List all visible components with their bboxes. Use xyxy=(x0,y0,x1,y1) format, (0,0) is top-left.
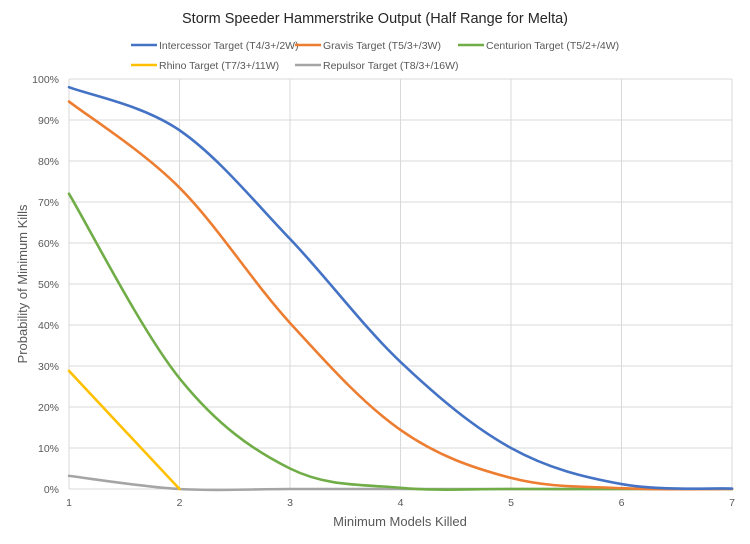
y-tick-label: 100% xyxy=(32,74,59,86)
x-tick-label: 6 xyxy=(619,497,625,509)
series-lines xyxy=(67,85,734,492)
series-line-gravis xyxy=(67,100,734,491)
x-axis-ticks: 1 2 3 4 5 6 7 xyxy=(66,497,735,509)
y-tick-label: 40% xyxy=(38,320,59,332)
y-axis-ticks: 0% 10% 20% 30% 40% 50% 60% 70% 80% 90% 100% xyxy=(32,74,59,496)
y-axis-title: Probability of Minimum Kills xyxy=(15,204,30,363)
y-tick-label: 80% xyxy=(38,156,59,168)
y-tick-label: 30% xyxy=(38,361,59,373)
gridlines xyxy=(68,78,733,490)
series-line-rhino xyxy=(67,369,181,491)
legend-item: Centurion Target (T5/2+/4W) xyxy=(458,40,619,52)
y-tick-label: 0% xyxy=(44,484,59,496)
x-tick-label: 3 xyxy=(287,497,293,509)
chart-title: Storm Speeder Hammerstrike Output (Half … xyxy=(182,11,568,27)
x-axis-title: Minimum Models Killed xyxy=(333,514,467,529)
y-tick-label: 10% xyxy=(38,443,59,455)
x-tick-label: 2 xyxy=(177,497,183,509)
y-tick-label: 20% xyxy=(38,402,59,414)
legend-label: Rhino Target (T7/3+/11W) xyxy=(159,60,279,72)
legend-item: Intercessor Target (T4/3+/2W) xyxy=(131,40,299,52)
legend-label: Gravis Target (T5/3+/3W) xyxy=(323,40,441,52)
y-tick-label: 90% xyxy=(38,115,59,127)
legend-item: Rhino Target (T7/3+/11W) xyxy=(131,60,279,72)
legend-label: Centurion Target (T5/2+/4W) xyxy=(486,40,619,52)
legend-item: Repulsor Target (T8/3+/16W) xyxy=(295,60,459,72)
y-tick-label: 50% xyxy=(38,279,59,291)
legend-label: Intercessor Target (T4/3+/2W) xyxy=(159,40,299,52)
x-tick-label: 1 xyxy=(66,497,72,509)
x-tick-label: 7 xyxy=(729,497,735,509)
legend-item: Gravis Target (T5/3+/3W) xyxy=(295,40,441,52)
series-line-intercessor xyxy=(67,85,734,490)
legend: Intercessor Target (T4/3+/2W) Gravis Targ… xyxy=(131,40,619,72)
y-tick-label: 60% xyxy=(38,238,59,250)
legend-label: Repulsor Target (T8/3+/16W) xyxy=(323,60,459,72)
x-tick-label: 5 xyxy=(508,497,514,509)
y-tick-label: 70% xyxy=(38,197,59,209)
x-tick-label: 4 xyxy=(398,497,404,509)
